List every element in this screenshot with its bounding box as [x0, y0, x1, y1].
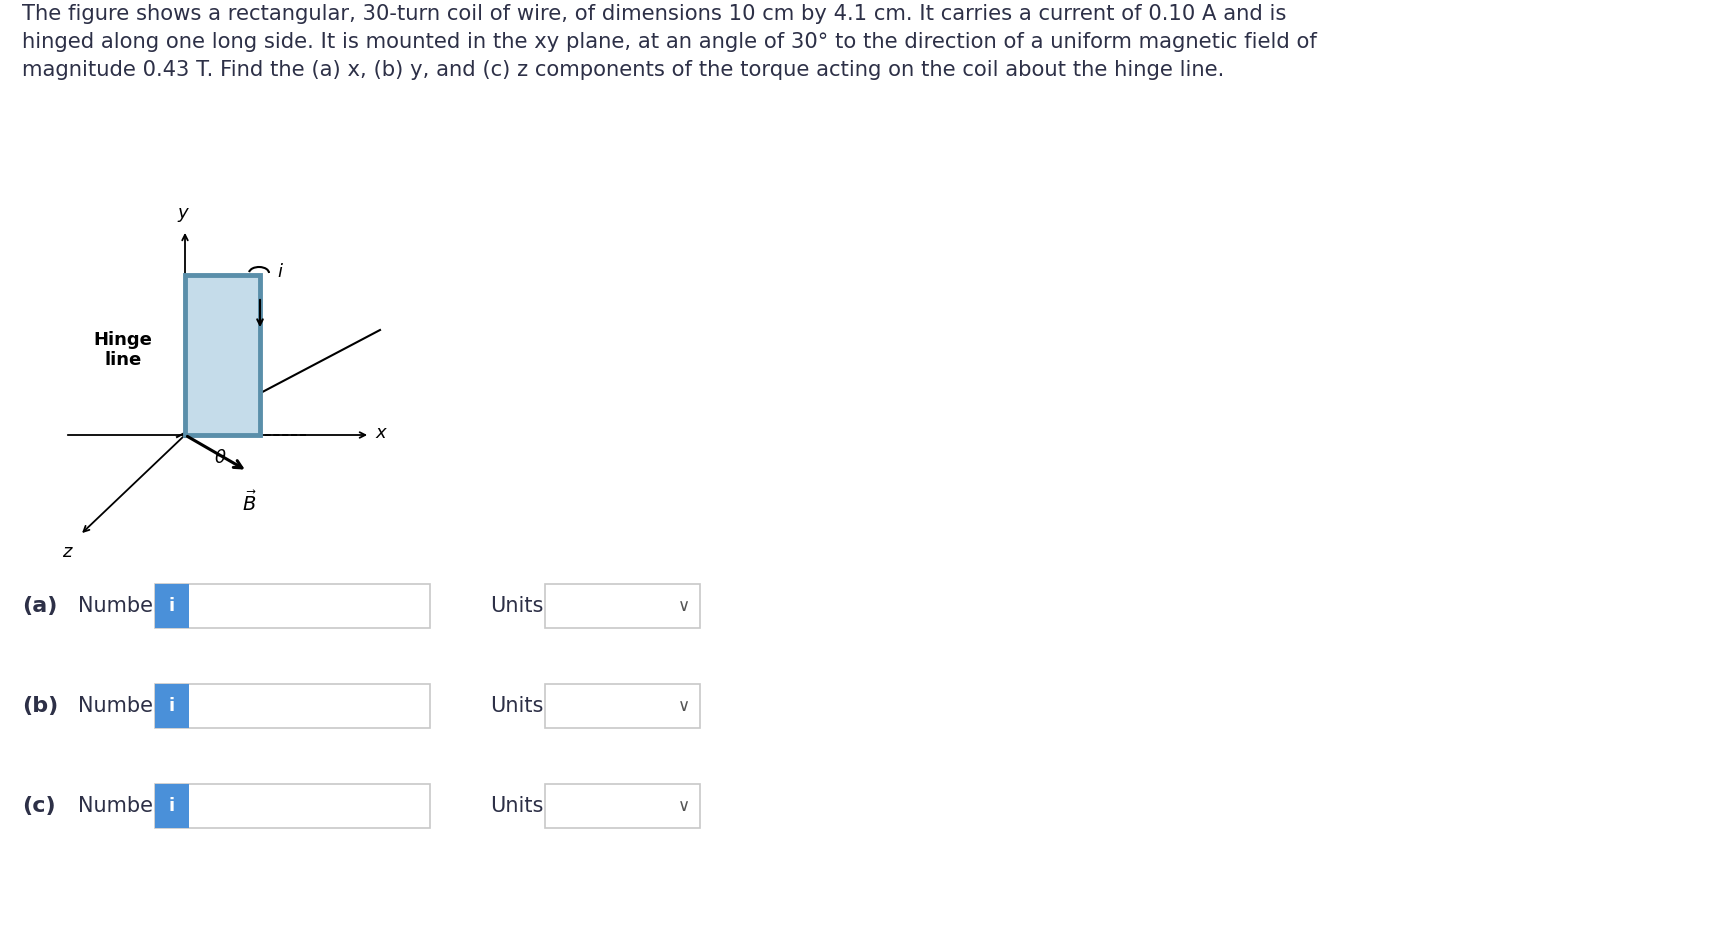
Text: $\vec{B}$: $\vec{B}$ [241, 491, 256, 515]
FancyBboxPatch shape [156, 784, 190, 828]
Text: ∨: ∨ [677, 797, 691, 815]
Text: x: x [374, 424, 386, 442]
FancyBboxPatch shape [156, 584, 429, 628]
Text: y: y [178, 204, 188, 222]
Text: i: i [169, 797, 174, 815]
Text: hinged along one long side. It is mounted in the xy plane, at an angle of 30° to: hinged along one long side. It is mounte… [22, 32, 1317, 52]
FancyBboxPatch shape [545, 684, 699, 728]
Text: The figure shows a rectangular, 30-turn coil of wire, of dimensions 10 cm by 4.1: The figure shows a rectangular, 30-turn … [22, 4, 1286, 24]
FancyBboxPatch shape [156, 784, 429, 828]
Text: ∨: ∨ [677, 597, 691, 615]
FancyBboxPatch shape [156, 684, 429, 728]
Text: z: z [63, 543, 72, 561]
Text: ∨: ∨ [677, 697, 691, 715]
Text: (b): (b) [22, 696, 58, 716]
Text: i: i [169, 597, 174, 615]
Text: (a): (a) [22, 596, 58, 616]
Bar [185, 275, 260, 435]
Text: Number: Number [79, 796, 162, 816]
Text: Units: Units [491, 796, 544, 816]
Text: Number: Number [79, 596, 162, 616]
FancyBboxPatch shape [156, 684, 190, 728]
Text: Units: Units [491, 696, 544, 716]
Text: magnitude 0.43 T. Find the (a) x, (b) y, and (c) z components of the torque acti: magnitude 0.43 T. Find the (a) x, (b) y,… [22, 60, 1224, 80]
Text: i: i [169, 697, 174, 715]
FancyBboxPatch shape [545, 584, 699, 628]
FancyBboxPatch shape [156, 584, 190, 628]
Text: Units: Units [491, 596, 544, 616]
Text: (c): (c) [22, 796, 56, 816]
Text: Hinge
line: Hinge line [94, 331, 152, 369]
FancyBboxPatch shape [545, 784, 699, 828]
Text: Number: Number [79, 696, 162, 716]
Text: i: i [277, 263, 282, 281]
Text: θ: θ [214, 449, 226, 467]
